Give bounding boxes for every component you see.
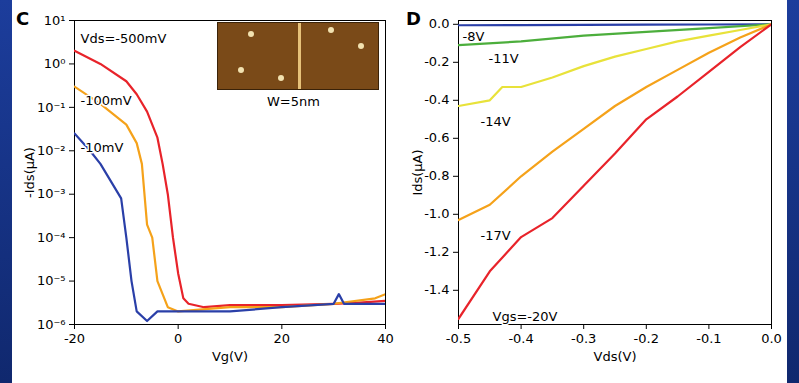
svg-text:-0.4: -0.4 bbox=[508, 331, 533, 346]
html-text:D: D bbox=[406, 8, 421, 29]
svg-text:0.0: 0.0 bbox=[429, 16, 450, 31]
svg-text:40: 40 bbox=[377, 331, 394, 346]
svg-text:-100mV: -100mV bbox=[81, 93, 132, 108]
svg-text:10⁻⁶: 10⁻⁶ bbox=[37, 317, 66, 332]
svg-text:10⁻³: 10⁻³ bbox=[37, 186, 66, 201]
svg-text:-1.4: -1.4 bbox=[424, 282, 449, 297]
svg-text:-20: -20 bbox=[64, 331, 85, 346]
svg-text:20: 20 bbox=[274, 331, 291, 346]
svg-text:0: 0 bbox=[174, 331, 182, 346]
svg-text:10⁻⁵: 10⁻⁵ bbox=[37, 273, 66, 288]
svg-text:10⁻⁴: 10⁻⁴ bbox=[37, 230, 66, 245]
svg-text:Vgs=-20V: Vgs=-20V bbox=[493, 309, 558, 324]
svg-text:-0.1: -0.1 bbox=[696, 331, 721, 346]
svg-text:-8V: -8V bbox=[463, 29, 485, 44]
svg-text:10⁻¹: 10⁻¹ bbox=[37, 100, 66, 115]
svg-text:-17V: -17V bbox=[481, 228, 511, 243]
html-text:W=5nm: W=5nm bbox=[267, 94, 320, 109]
svg-text:-0.4: -0.4 bbox=[424, 92, 449, 107]
svg-text:10¹: 10¹ bbox=[44, 13, 66, 28]
svg-text:0.0: 0.0 bbox=[761, 331, 782, 346]
svg-text:-0.5: -0.5 bbox=[446, 331, 471, 346]
svg-text:-10mV: -10mV bbox=[81, 140, 124, 155]
svg-text:10⁻²: 10⁻² bbox=[37, 143, 66, 158]
svg-text:-1.0: -1.0 bbox=[424, 206, 449, 221]
svg-text:-0.2: -0.2 bbox=[634, 331, 659, 346]
svg-text:Vds(V): Vds(V) bbox=[594, 349, 637, 364]
svg-text:10⁰: 10⁰ bbox=[44, 56, 66, 71]
html-text:C: C bbox=[16, 8, 30, 29]
svg-text:-11V: -11V bbox=[489, 51, 519, 66]
svg-text:Vds=-500mV: Vds=-500mV bbox=[81, 31, 167, 46]
svg-text:Ids(μA): Ids(μA) bbox=[410, 149, 425, 195]
svg-text:-0.2: -0.2 bbox=[424, 54, 449, 69]
svg-text:Vg(V): Vg(V) bbox=[212, 349, 248, 364]
svg-text:-0.3: -0.3 bbox=[571, 331, 596, 346]
svg-text:-14V: -14V bbox=[481, 114, 511, 129]
svg-text:-Ids(μA): -Ids(μA) bbox=[22, 147, 37, 198]
svg-text:-1.2: -1.2 bbox=[424, 244, 449, 259]
svg-text:-0.8: -0.8 bbox=[424, 168, 449, 183]
svg-text:-0.6: -0.6 bbox=[424, 130, 449, 145]
